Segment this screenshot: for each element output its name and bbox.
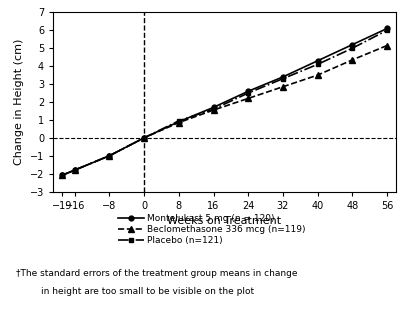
X-axis label: Weeks on Treatment: Weeks on Treatment <box>167 216 282 226</box>
Legend: Montelukast 5 mg (n = 120), Beclomethasone 336 mcg (n=119), Placebo (n=121): Montelukast 5 mg (n = 120), Beclomethaso… <box>115 210 309 249</box>
Text: †The standard errors of the treatment group means in change: †The standard errors of the treatment gr… <box>16 269 298 278</box>
Y-axis label: Change in Height (cm): Change in Height (cm) <box>14 39 24 165</box>
Text: in height are too small to be visible on the plot: in height are too small to be visible on… <box>41 287 254 296</box>
